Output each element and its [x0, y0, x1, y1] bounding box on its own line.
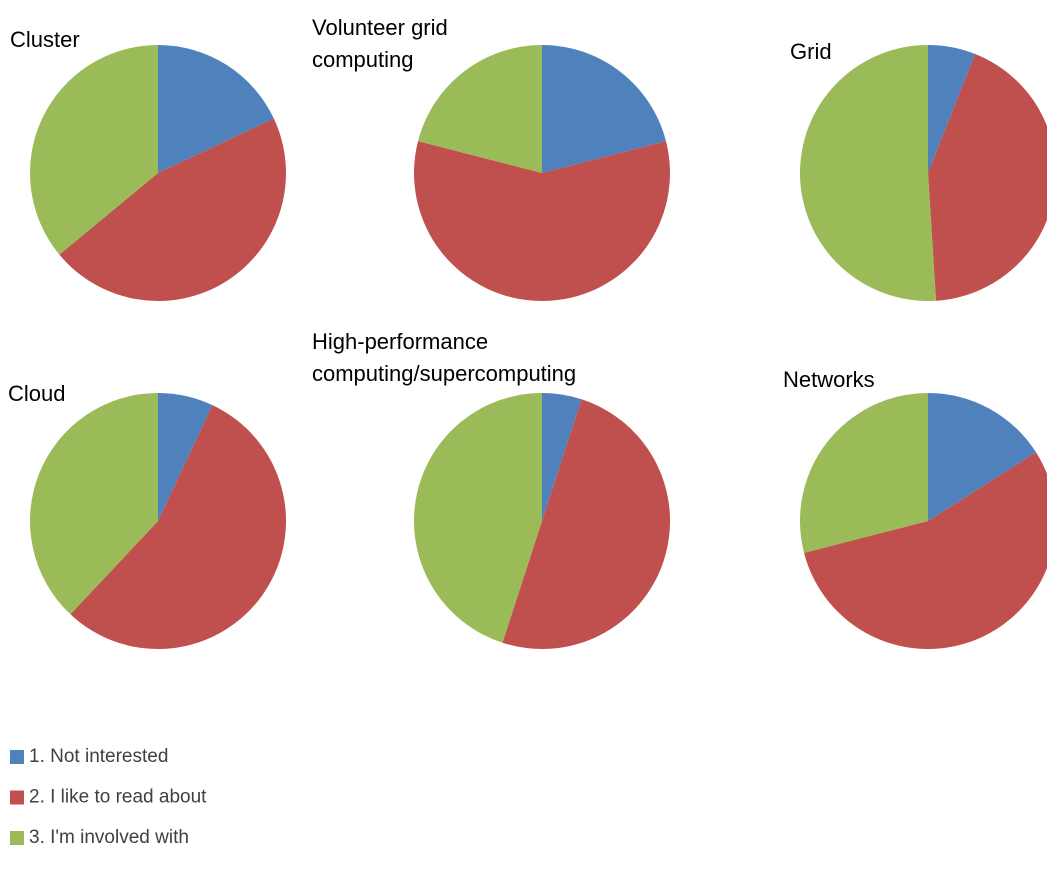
pie-slice — [928, 45, 976, 173]
chart-title: Grid — [790, 39, 832, 64]
pie-slice — [29, 45, 158, 255]
pie-slice — [928, 53, 1047, 301]
legend-swatch — [10, 831, 24, 845]
pie-slice — [542, 45, 666, 173]
pie-slice — [414, 393, 542, 643]
pie-slice — [418, 45, 542, 173]
legend-label: 2. I like to read about — [29, 787, 207, 808]
legend-swatch — [10, 750, 24, 764]
legend-swatch — [10, 790, 24, 805]
pie-slice — [29, 393, 158, 615]
pie-slice — [414, 141, 670, 301]
chart-title: Networks — [783, 367, 875, 392]
chart-title: Cloud — [8, 381, 66, 406]
pie-slice — [800, 45, 937, 301]
pie-slice — [542, 393, 582, 521]
chart-title: Cluster — [10, 27, 80, 52]
pie-slice — [158, 393, 213, 521]
chart-title: High-performance computing/supercomputin… — [312, 329, 577, 386]
pie-slice — [59, 118, 287, 302]
legend-label: 3. I'm involved with — [29, 827, 189, 848]
pie-slice — [70, 405, 286, 649]
pie-slice — [804, 452, 1047, 650]
pie-slice — [158, 45, 274, 173]
legend: 1. Not interested 2. I like to read about… — [10, 746, 207, 848]
pie-slice — [502, 399, 671, 650]
pie-slice — [800, 393, 928, 553]
legend-label: 1. Not interested — [29, 746, 168, 767]
chart-title: Volunteer grid computing — [312, 15, 448, 72]
pie-slice — [928, 393, 1037, 521]
